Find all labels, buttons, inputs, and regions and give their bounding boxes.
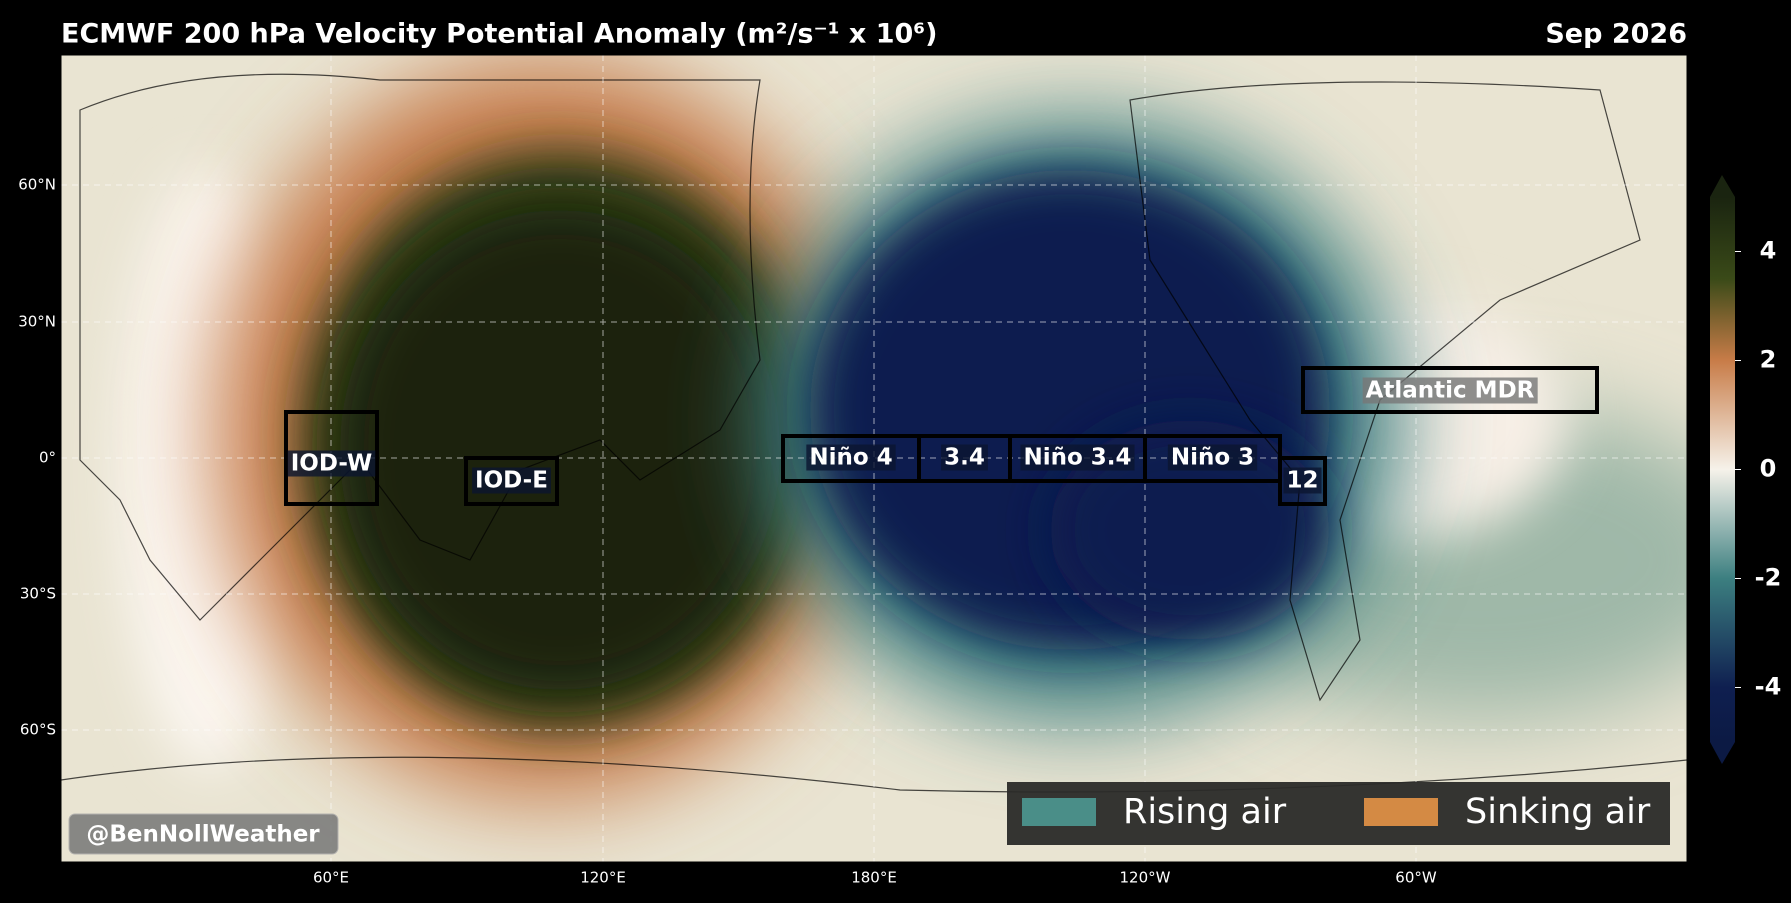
latitude-label: 30°N bbox=[18, 313, 56, 331]
colorbar-tick-label: 4 bbox=[1760, 237, 1777, 265]
regions: IOD-W IOD-E Niño 4 3.4 Niño 3.4 Niño 3 12 Atlan… bbox=[284, 366, 1599, 506]
region-label: Niño 3.4 bbox=[1023, 445, 1131, 471]
legend-swatch bbox=[1022, 798, 1096, 826]
coastline bbox=[1129, 81, 1641, 702]
map-frame bbox=[60, 54, 1688, 863]
axis-labels: 60°N 30°N 0° 30°S 60°S 60°E 120°E 180°E 120°W 60°… bbox=[18, 176, 1437, 887]
region-label: 12 bbox=[1286, 468, 1318, 494]
legend-label: Sinking air bbox=[1465, 792, 1651, 832]
legend-label: Rising air bbox=[1123, 792, 1287, 832]
colorbar-tick-label: 2 bbox=[1760, 346, 1777, 374]
region-box bbox=[284, 410, 379, 506]
region-label-bg bbox=[806, 444, 896, 471]
watermark: @BenNollWeather bbox=[86, 822, 320, 848]
colorbar-tick-label: -4 bbox=[1755, 673, 1782, 701]
longitude-label: 120°W bbox=[1120, 869, 1171, 887]
region-box bbox=[464, 456, 559, 506]
region-label: IOD-W bbox=[291, 451, 373, 477]
colorbar-extend bbox=[1710, 742, 1735, 764]
region-label-bg bbox=[287, 450, 376, 477]
watermark-box bbox=[68, 813, 339, 855]
latitude-label: 30°S bbox=[20, 585, 56, 603]
map-field: IOD-W IOD-E Niño 4 3.4 Niño 3.4 Niño 3 12 Atlan… bbox=[61, 55, 1687, 862]
longitude-label: 60°E bbox=[313, 869, 349, 887]
latitude-label: 60°N bbox=[18, 176, 56, 194]
colorbar-extend bbox=[1710, 175, 1735, 197]
region-label: 3.4 bbox=[944, 445, 985, 471]
legend-swatch bbox=[1364, 798, 1438, 826]
legend-entries: Rising air Sinking air bbox=[1022, 792, 1651, 832]
colorbar bbox=[1710, 197, 1735, 742]
colorbar-tick-label: -2 bbox=[1755, 564, 1782, 592]
region-label-bg bbox=[1167, 444, 1258, 471]
region-label-bg bbox=[1362, 377, 1538, 404]
region-box bbox=[1301, 366, 1599, 414]
graticule bbox=[61, 55, 1687, 862]
region-label-bg bbox=[1020, 444, 1135, 471]
region-label: Niño 3 bbox=[1171, 445, 1254, 471]
colorbar-ticks: 4 2 0 -2 -4 bbox=[1735, 237, 1781, 701]
title: ECMWF 200 hPa Velocity Potential Anomaly… bbox=[61, 19, 937, 50]
region-label: IOD-E bbox=[475, 468, 548, 494]
rising-core bbox=[1050, 420, 1330, 640]
region-label: Niño 4 bbox=[809, 445, 892, 471]
legend bbox=[1007, 782, 1670, 845]
sinking-core bbox=[340, 210, 780, 690]
latitude-label: 0° bbox=[39, 449, 56, 467]
region-label-bg bbox=[941, 444, 988, 471]
coastline bbox=[79, 73, 761, 621]
region-label: Atlantic MDR bbox=[1366, 378, 1535, 404]
region-label-bg bbox=[472, 467, 551, 494]
region-box bbox=[1278, 456, 1327, 506]
coastline bbox=[61, 756, 1687, 793]
colorbar-tick-label: 0 bbox=[1760, 455, 1777, 483]
longitude-label: 180°E bbox=[851, 869, 897, 887]
longitude-label: 60°W bbox=[1395, 869, 1437, 887]
region-label-bg bbox=[1283, 467, 1322, 494]
latitude-label: 60°S bbox=[20, 721, 56, 739]
date: Sep 2026 bbox=[1545, 19, 1687, 50]
longitude-label: 120°E bbox=[580, 869, 626, 887]
